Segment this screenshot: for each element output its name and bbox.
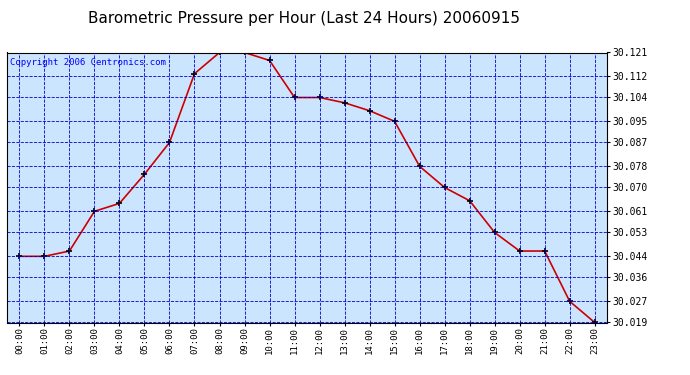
Text: Barometric Pressure per Hour (Last 24 Hours) 20060915: Barometric Pressure per Hour (Last 24 Ho… [88, 11, 520, 26]
Text: Copyright 2006 Centronics.com: Copyright 2006 Centronics.com [10, 58, 166, 67]
